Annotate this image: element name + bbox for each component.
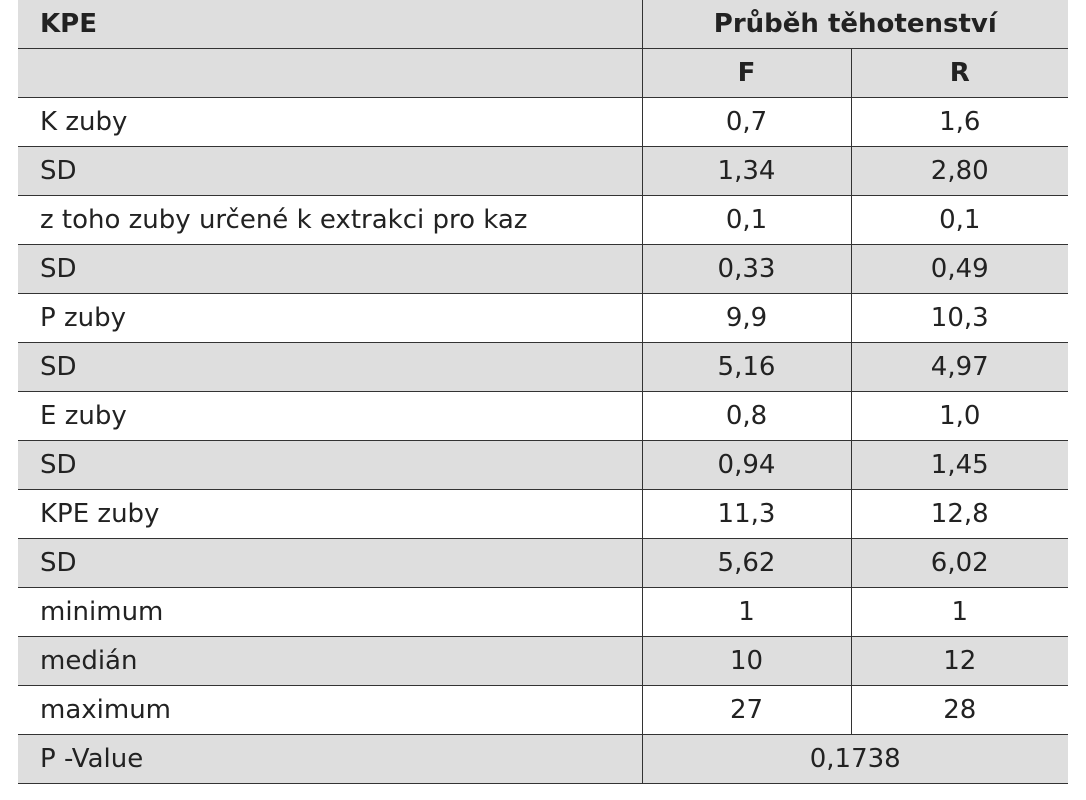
table-row: K zuby 0,7 1,6	[18, 97, 1068, 147]
row-label: z toho zuby určené k extrakci pro kaz	[18, 195, 642, 245]
cell-value: 5,16	[641, 342, 851, 392]
cell-value: 0,33	[641, 244, 851, 294]
cell-value: 6,02	[850, 538, 1068, 588]
row-label: SD	[18, 342, 642, 392]
cell-value: 4,97	[850, 342, 1068, 392]
row-label: SD	[18, 146, 642, 196]
table-row: SD 5,16 4,97	[18, 342, 1068, 392]
table-row: SD 0,94 1,45	[18, 440, 1068, 490]
table-row: medián 10 12	[18, 636, 1068, 686]
cell-value: 0,1	[850, 195, 1068, 245]
cell-value: 1,45	[850, 440, 1068, 490]
cell-value: 28	[850, 685, 1068, 735]
cell-value: 10,3	[850, 293, 1068, 343]
header-row: KPE Průběh těhotenství	[18, 0, 1068, 49]
table-body: KPE Průběh těhotenství F R K zuby 0,7 1,6 S…	[18, 0, 1068, 784]
row-label: P zuby	[18, 293, 642, 343]
data-table: KPE Průběh těhotenství F R K zuby 0,7 1,6 S…	[18, 0, 1068, 784]
table-row: KPE zuby 11,3 12,8	[18, 489, 1068, 539]
subheader-row: F R	[18, 48, 1068, 98]
cell-value: 1,0	[850, 391, 1068, 441]
table-row: maximum 27 28	[18, 685, 1068, 735]
header-title: KPE	[18, 0, 642, 49]
cell-value: 0,49	[850, 244, 1068, 294]
cell-value: 1,34	[641, 146, 851, 196]
table-row: SD 0,33 0,49	[18, 244, 1068, 294]
cell-value: 0,1738	[641, 734, 1068, 784]
row-label: SD	[18, 538, 642, 588]
cell-value: 0,1	[641, 195, 851, 245]
cell-value: 0,94	[641, 440, 851, 490]
table-row: z toho zuby určené k extrakci pro kaz 0,1…	[18, 195, 1068, 245]
row-label: P -Value	[18, 734, 642, 784]
row-label: medián	[18, 636, 642, 686]
row-label: SD	[18, 440, 642, 490]
row-label: KPE zuby	[18, 489, 642, 539]
cell-value: 12,8	[850, 489, 1068, 539]
table-row: E zuby 0,8 1,0	[18, 391, 1068, 441]
header-group: Průběh těhotenství	[641, 0, 1068, 49]
footer-row: P -Value 0,1738	[18, 734, 1068, 784]
cell-value: 1	[850, 587, 1068, 637]
empty-cell	[18, 48, 642, 98]
table-row: SD 5,62 6,02	[18, 538, 1068, 588]
cell-value: 0,7	[641, 97, 851, 147]
cell-value: 1,6	[850, 97, 1068, 147]
table-row: P zuby 9,9 10,3	[18, 293, 1068, 343]
cell-value: 10	[641, 636, 851, 686]
row-label: minimum	[18, 587, 642, 637]
row-label: E zuby	[18, 391, 642, 441]
table-row: minimum 1 1	[18, 587, 1068, 637]
column-header: R	[850, 48, 1068, 98]
cell-value: 12	[850, 636, 1068, 686]
cell-value: 1	[641, 587, 851, 637]
cell-value: 2,80	[850, 146, 1068, 196]
row-label: SD	[18, 244, 642, 294]
cell-value: 9,9	[641, 293, 851, 343]
cell-value: 27	[641, 685, 851, 735]
row-label: K zuby	[18, 97, 642, 147]
table-row: SD 1,34 2,80	[18, 146, 1068, 196]
row-label: maximum	[18, 685, 642, 735]
cell-value: 11,3	[641, 489, 851, 539]
cell-value: 5,62	[641, 538, 851, 588]
column-header: F	[641, 48, 851, 98]
cell-value: 0,8	[641, 391, 851, 441]
